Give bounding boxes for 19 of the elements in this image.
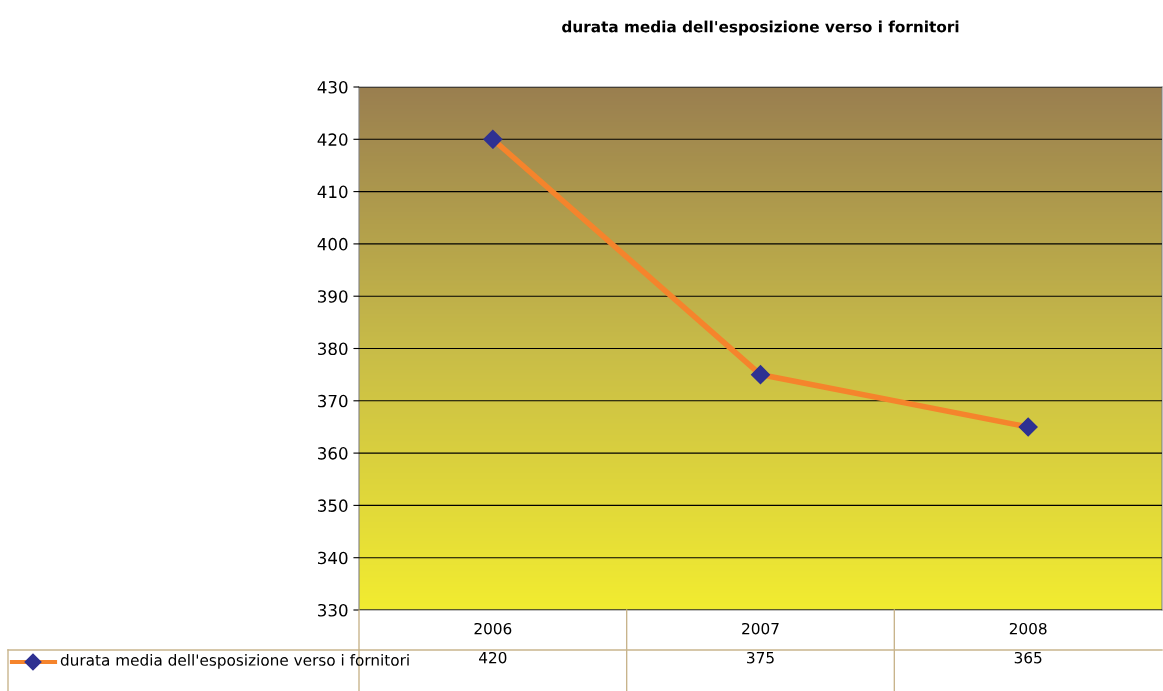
y-tick-label: 360	[318, 447, 348, 460]
x-tick-label: 2006	[474, 622, 512, 635]
chart-title: durata media dell'esposizione verso i fornitori	[562, 20, 959, 36]
y-tick-label: 420	[317, 133, 348, 146]
y-tick-label: 340	[318, 551, 348, 565]
data-label: 365	[1014, 651, 1042, 664]
y-tick-label: 410	[317, 185, 348, 199]
y-tick-label: 430	[317, 80, 348, 94]
x-tick-label: 2008	[1009, 622, 1047, 635]
y-tick-label: 390	[318, 290, 348, 303]
x-tick-label: 2007	[742, 622, 779, 635]
y-tick-label: 400	[317, 237, 348, 251]
y-tick-label: 380	[318, 342, 348, 356]
data-label: 375	[747, 651, 774, 664]
y-tick-label: 370	[318, 394, 348, 408]
y-tick-label: 350	[318, 499, 348, 512]
legend-label: durata media dell'esposizione verso i fornitori	[60, 654, 409, 669]
y-tick-label: 330	[318, 603, 348, 617]
data-label: 420	[479, 651, 507, 664]
